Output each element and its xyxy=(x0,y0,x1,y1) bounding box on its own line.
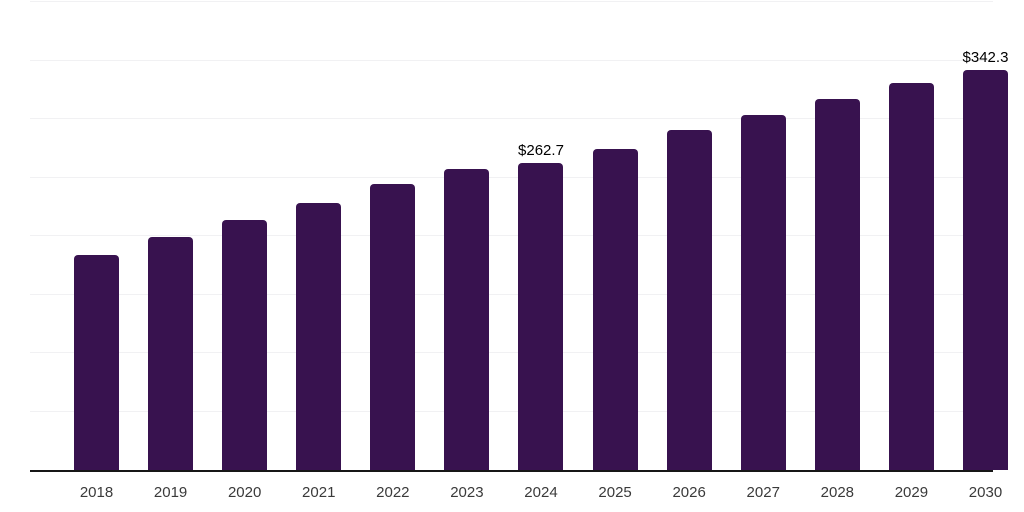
bar-2027 xyxy=(740,115,786,470)
gridline xyxy=(30,176,993,178)
gridline xyxy=(30,118,993,119)
x-axis-line xyxy=(30,470,993,472)
x-tick-label-2026: 2026 xyxy=(672,484,706,501)
bar-2018 xyxy=(74,254,119,470)
bar-2025 xyxy=(592,149,638,470)
bar-value-label-2024: $262.7 xyxy=(518,141,564,159)
x-tick-label-2027: 2027 xyxy=(746,484,780,501)
gridline xyxy=(30,1,993,2)
gridline xyxy=(30,410,993,412)
x-tick-label-2024: 2024 xyxy=(524,484,558,501)
x-tick-label-2028: 2028 xyxy=(820,484,855,501)
bar-2019 xyxy=(148,237,194,470)
x-tick-label-2025: 2025 xyxy=(598,484,632,501)
bar-2029 xyxy=(888,83,934,470)
bar-2022 xyxy=(370,184,416,470)
bar-2021 xyxy=(296,202,342,470)
plot-area: $262.7 $342.3 xyxy=(30,1,1008,470)
x-tick-label-2030: 2030 xyxy=(968,484,1003,501)
gridline xyxy=(30,59,993,61)
gridline xyxy=(30,293,993,295)
x-tick-label-2023: 2023 xyxy=(450,484,484,501)
x-tick-label-2020: 2020 xyxy=(227,484,262,501)
bar-2023 xyxy=(444,169,490,470)
x-tick-label-2018: 2018 xyxy=(79,484,114,501)
gridline xyxy=(30,352,993,353)
x-tick-label-2022: 2022 xyxy=(376,484,410,501)
bar-2024 xyxy=(518,162,564,470)
gridline xyxy=(30,235,993,236)
bar-2030 xyxy=(962,69,1008,470)
x-tick-label-2029: 2029 xyxy=(894,484,929,501)
bar-2026 xyxy=(666,130,712,470)
bar-2020 xyxy=(222,219,268,470)
x-tick-label-2019: 2019 xyxy=(153,484,188,501)
x-tick-label-2021: 2021 xyxy=(302,484,336,501)
bar-2028 xyxy=(814,99,860,470)
bar-value-label-2030: $342.3 xyxy=(962,48,1009,66)
